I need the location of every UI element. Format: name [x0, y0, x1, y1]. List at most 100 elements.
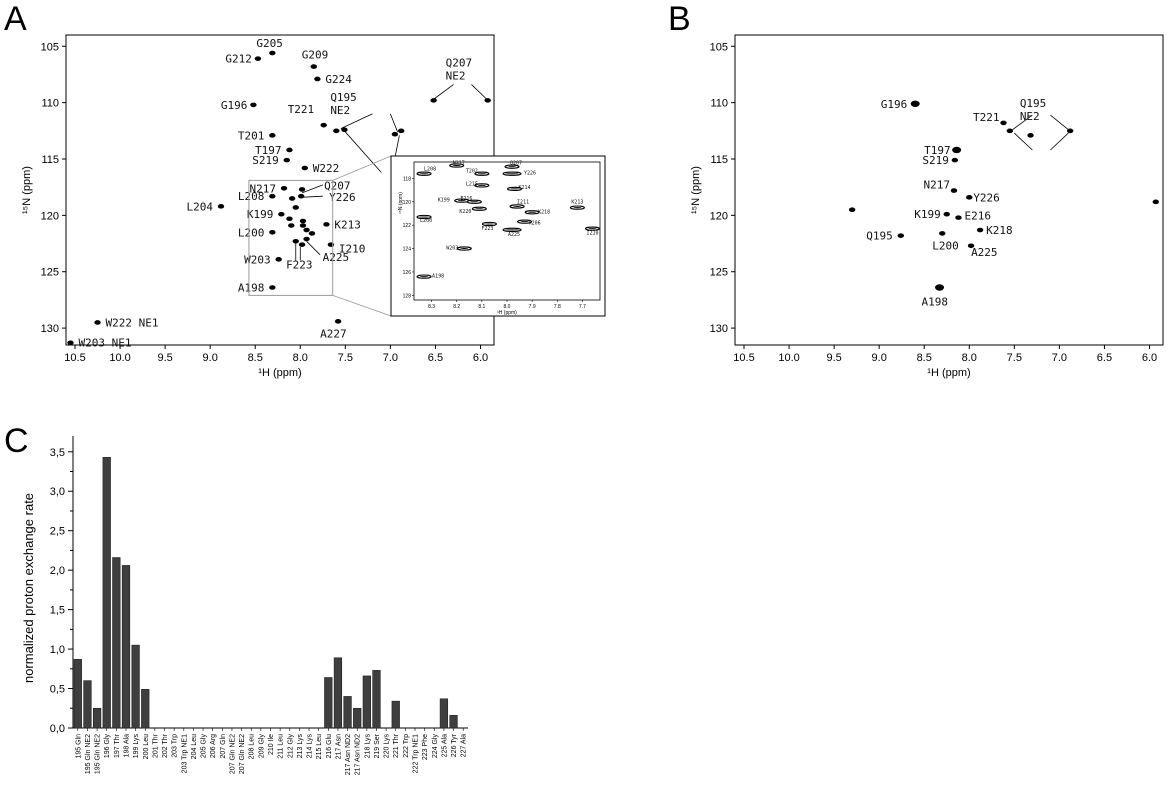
peak-label: K199: [247, 208, 274, 221]
x-tick-label: 227 Ala: [461, 734, 468, 757]
x-tick-label: 7.5: [338, 352, 353, 364]
peak-point: [308, 231, 316, 236]
panel-a-y-axis-label: ¹⁵N (ppm): [21, 166, 33, 214]
peak-point: [950, 188, 958, 193]
y-tick-label: 110: [710, 98, 728, 110]
bar: [372, 670, 381, 729]
x-tick-label: 210 Ile: [268, 734, 275, 755]
x-tick-label: 225 Ala: [441, 734, 448, 757]
peak-label: W222: [313, 162, 340, 175]
x-tick-label: 6.5: [1097, 352, 1112, 364]
x-tick-label: 213 Lys: [297, 734, 304, 759]
x-tick-label: 10.0: [109, 352, 130, 364]
inset-peaks: [416, 163, 601, 279]
inset-peak-label: Q207: [510, 161, 522, 167]
inset-peak-label: K220: [459, 209, 471, 215]
x-tick-label: 212 Gly: [287, 734, 294, 759]
peak-label: Q195 NE2: [1020, 97, 1047, 123]
bar: [391, 700, 400, 729]
x-tick-label: 8.0: [293, 352, 308, 364]
x-tick-label: 221 Thr: [393, 733, 400, 758]
inset-peak-core: [520, 221, 529, 223]
x-tick-label: 7.0: [1052, 352, 1067, 364]
peak-label: W222 NE1: [106, 316, 159, 329]
peak-point: [391, 131, 399, 137]
panel-c-x-ticks: 195 Gln 195 Gln NE2 195 Gln NE2 196 Gly 197 …: [75, 728, 468, 775]
inset-peak-label: I211: [517, 199, 529, 205]
peak-point: [1006, 128, 1014, 134]
x-tick-label: 208 Leu: [249, 734, 256, 759]
peak-point: [275, 257, 282, 262]
peak-point: [951, 157, 959, 163]
y-tick-label: 105: [710, 41, 728, 53]
inset-peak-label: A198: [432, 274, 444, 280]
inset-peak-label: F223: [481, 226, 493, 232]
x-tick-label: 223 Phe: [422, 734, 429, 760]
peak-point: [217, 204, 225, 209]
panel-b-ticks: 10.5 10.0 9.5 9.0 8.5 8.0 7.5 7.0 6.5 6.0 105 110 11…: [710, 41, 1157, 364]
peak-point: [269, 285, 276, 290]
x-tick-label: 203 Trp NE1: [181, 734, 188, 773]
panel-a-zoom-box: [248, 179, 334, 296]
panel-b-y-axis-label: ¹⁵N (ppm): [690, 166, 702, 214]
bar: [333, 657, 343, 729]
inset-peak-core: [477, 173, 486, 175]
panel-c-y-ticks: 0,0 0,5 1,0 1,5 2,0 2,5 3,0 3,5: [50, 447, 73, 735]
y-tick-label: 115: [710, 154, 728, 166]
peak-label: Q207 NE2: [446, 56, 473, 82]
panel-c-bars: [73, 457, 458, 729]
peak-point: [397, 128, 405, 134]
inset-peak-core: [573, 207, 582, 209]
peak-label: T197: [924, 144, 951, 157]
inset-peak-label: L200: [420, 218, 432, 224]
peak-point: [269, 50, 276, 56]
label-leader-line: [340, 113, 373, 129]
bar: [324, 677, 333, 729]
peak-point: [966, 195, 973, 200]
peak-label-line: NE2: [446, 69, 466, 82]
bar: [141, 689, 150, 729]
bar: [362, 675, 371, 729]
y-tick-label: 1,5: [50, 605, 65, 617]
peak-point: [303, 227, 310, 233]
y-tick-label: 0,5: [50, 684, 65, 696]
peak-label: L200: [238, 226, 265, 239]
peak-point: [897, 233, 904, 238]
x-tick-label: 203 Trp: [172, 734, 179, 758]
label-leader-line: [471, 84, 488, 100]
inset-x-tick-label: 7.8: [554, 304, 561, 310]
inset-peak-label: A225: [508, 232, 520, 238]
peak-point: [301, 165, 308, 171]
label-leader-line: [301, 195, 323, 198]
inset-y-tick-label: 122: [403, 223, 412, 229]
peak-point: [269, 229, 276, 235]
peak-label: T197: [255, 144, 282, 157]
peak-point: [1066, 128, 1074, 134]
x-tick-label: 6.0: [473, 352, 488, 364]
inset-x-tick-label: 8.3: [428, 304, 435, 310]
label-leader-line: [1014, 132, 1033, 151]
peak-label: N217: [250, 182, 277, 195]
peak-point: [952, 146, 962, 154]
peak-point: [310, 64, 317, 69]
inset-peak-label: T202: [466, 169, 478, 175]
panel-a-peaks: [67, 50, 491, 346]
inset-x-tick-label: 7.9: [529, 304, 536, 310]
x-tick-label: 10.5: [733, 352, 754, 364]
label-leader-line: [1012, 114, 1033, 131]
panel-b-frame: [734, 34, 1164, 346]
x-tick-label: 207 Gln NE2: [229, 734, 236, 774]
y-tick-label: 115: [41, 154, 59, 166]
peak-point: [269, 133, 276, 138]
x-tick-label: 197 Thr: [114, 733, 121, 758]
x-tick-label: 9.0: [203, 352, 218, 364]
peak-point: [333, 128, 340, 134]
inset-peak-core: [506, 173, 519, 175]
peak-label: Q195 NE2: [330, 91, 357, 117]
bar: [73, 659, 82, 729]
inset-peak-label: L215: [466, 181, 478, 187]
peak-label: W203: [244, 253, 271, 266]
x-tick-label: 204 Leu: [191, 734, 198, 759]
